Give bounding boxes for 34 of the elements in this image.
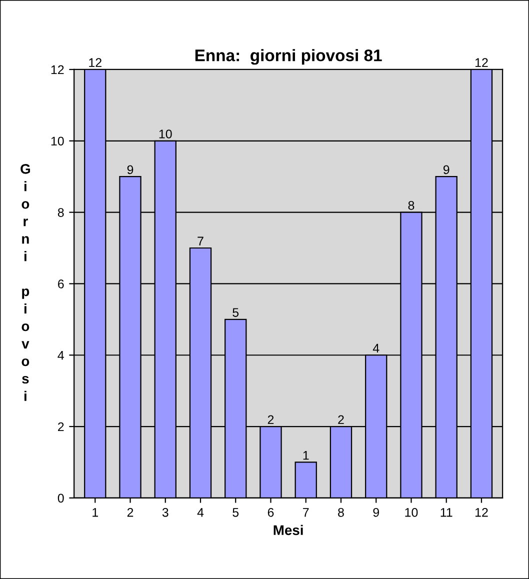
data-label: 12 — [89, 58, 102, 67]
data-label: 9 — [443, 165, 450, 174]
data-label: 10 — [159, 130, 172, 138]
data-label: 9 — [127, 165, 134, 174]
x-tick-label: 5 — [232, 508, 239, 517]
x-tick-label: 11 — [440, 508, 452, 517]
data-label: 1 — [303, 451, 309, 460]
y-tick-label: 0 — [58, 494, 64, 503]
y-tick-label: 10 — [51, 136, 64, 146]
y-tick-label: 4 — [58, 351, 64, 360]
data-label: 2 — [268, 415, 274, 424]
data-label: 7 — [198, 236, 204, 246]
y-tick-label: 8 — [58, 208, 64, 217]
data-label: 5 — [232, 308, 239, 317]
x-tick-label: 2 — [127, 508, 134, 517]
x-tick-label: 4 — [197, 508, 204, 517]
data-label: 12 — [475, 58, 488, 67]
data-label: 4 — [372, 344, 380, 353]
data-label: 2 — [338, 415, 344, 424]
data-label: 8 — [408, 200, 414, 210]
x-tick-label: 6 — [268, 508, 274, 517]
x-tick-label: 8 — [338, 508, 344, 517]
y-tick-label: 12 — [51, 65, 64, 74]
x-tick-label: 12 — [475, 508, 488, 517]
x-axis-title: Mesi — [274, 524, 303, 536]
x-tick-label: 9 — [373, 508, 379, 517]
text: Giorni piovosi — [20, 164, 30, 401]
y-tick-label: 6 — [58, 280, 64, 288]
y-tick-label: 2 — [58, 422, 64, 432]
chart-title: Enna: giorni piovosi 81 — [195, 49, 382, 65]
x-tick-label: 10 — [405, 508, 418, 517]
x-tick-label: 7 — [303, 508, 309, 517]
x-tick-label: 1 — [92, 508, 98, 517]
x-tick-label: 3 — [162, 508, 168, 517]
